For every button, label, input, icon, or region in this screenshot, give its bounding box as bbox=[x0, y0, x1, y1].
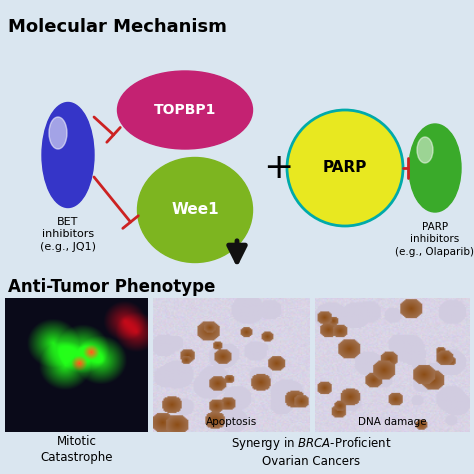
Ellipse shape bbox=[417, 137, 433, 163]
Text: TOPBP1: TOPBP1 bbox=[154, 103, 216, 117]
Text: PARP: PARP bbox=[323, 161, 367, 175]
Ellipse shape bbox=[49, 117, 67, 149]
Ellipse shape bbox=[137, 157, 253, 263]
Text: Mitotic
Catastrophe: Mitotic Catastrophe bbox=[40, 435, 113, 464]
Text: Molecular Mechanism: Molecular Mechanism bbox=[8, 18, 227, 36]
Ellipse shape bbox=[118, 71, 253, 149]
Text: +: + bbox=[263, 151, 293, 185]
Text: BET
inhibitors
(e.g., JQ1): BET inhibitors (e.g., JQ1) bbox=[40, 217, 96, 252]
Text: Wee1: Wee1 bbox=[171, 202, 219, 218]
Circle shape bbox=[287, 110, 403, 226]
Text: DNA damage: DNA damage bbox=[358, 417, 427, 427]
Text: Apoptosis: Apoptosis bbox=[206, 417, 257, 427]
Ellipse shape bbox=[42, 102, 94, 208]
Ellipse shape bbox=[409, 124, 461, 212]
Text: Synergy in $\it{BRCA}$-Proficient
Ovarian Cancers: Synergy in $\it{BRCA}$-Proficient Ovaria… bbox=[231, 435, 392, 468]
Text: PARP
inhibitors
(e.g., Olaparib): PARP inhibitors (e.g., Olaparib) bbox=[395, 222, 474, 257]
Text: Anti-Tumor Phenotype: Anti-Tumor Phenotype bbox=[8, 278, 215, 296]
